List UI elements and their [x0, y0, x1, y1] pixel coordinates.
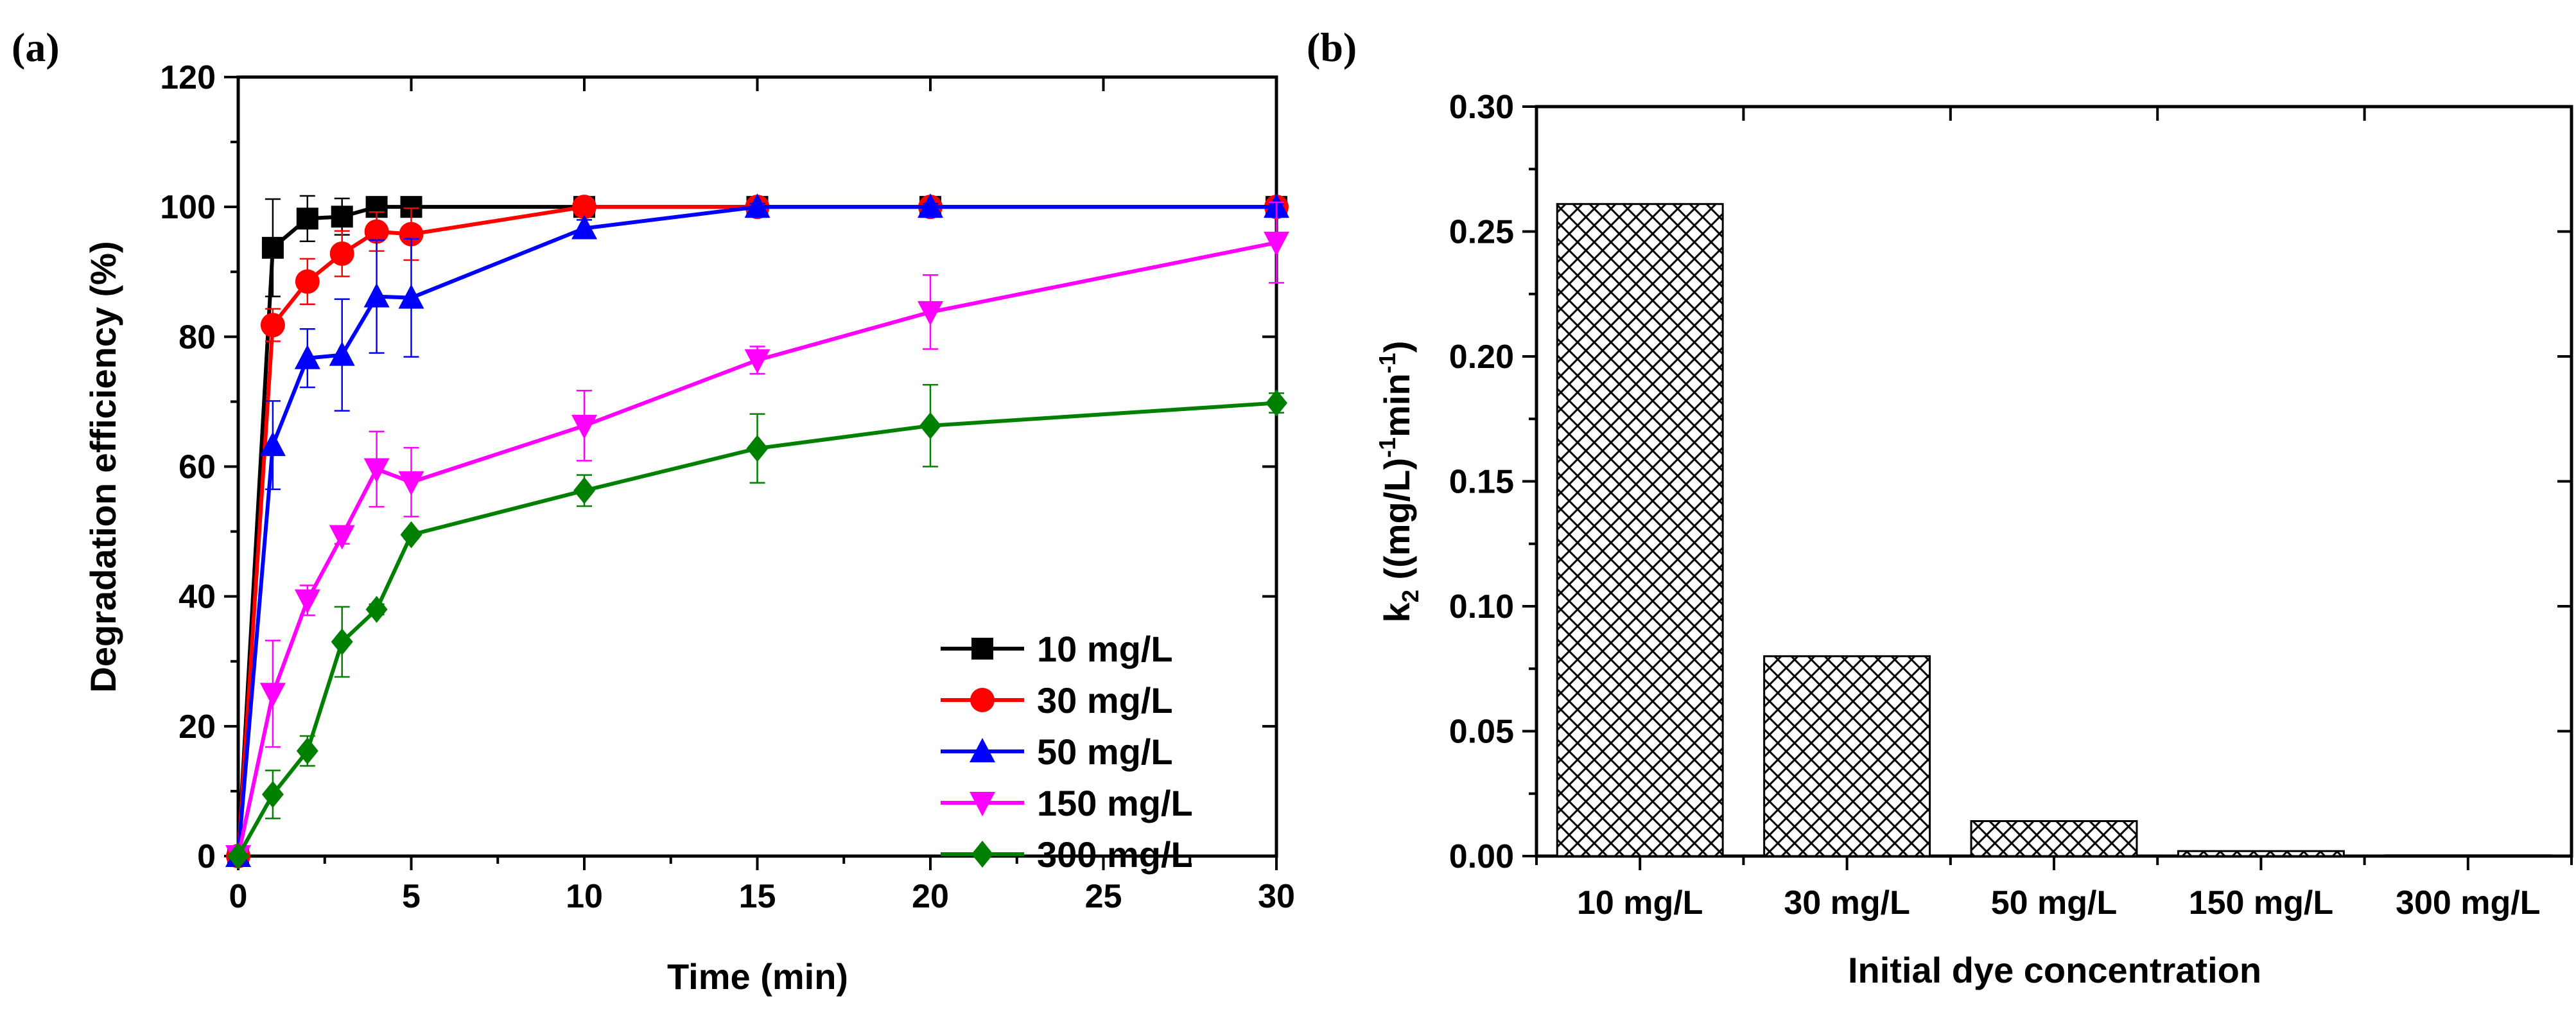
x-tick-label: 20	[912, 878, 949, 915]
y-tick-label: 0	[197, 838, 216, 875]
y-tick-label: 0.25	[1449, 214, 1514, 251]
legend-marker	[971, 638, 993, 660]
data-point	[1264, 231, 1289, 256]
bar	[2384, 854, 2552, 857]
legend-marker	[970, 792, 995, 816]
data-point	[571, 414, 597, 439]
panel-label-b: (b)	[1307, 24, 1357, 70]
y-tick-label: 0.05	[1449, 714, 1514, 751]
y-tick-label: 80	[178, 319, 216, 356]
series-2	[225, 193, 1289, 867]
data-point	[399, 222, 424, 247]
data-point	[919, 412, 941, 439]
series-line	[236, 401, 1277, 857]
y-tick-label: 120	[160, 59, 216, 96]
x-tick-label: 15	[739, 878, 776, 915]
data-point	[400, 521, 422, 548]
x-tick-label: 300 mg/L	[2396, 884, 2540, 922]
chart-a-xlabel: Time (min)	[667, 956, 848, 997]
data-point	[295, 269, 320, 294]
data-point	[398, 284, 424, 309]
x-tick-label: 5	[402, 878, 421, 915]
y-tick-label: 0.00	[1449, 838, 1514, 875]
data-point	[294, 344, 320, 369]
series-3	[225, 201, 1289, 870]
data-point	[571, 215, 597, 240]
bar	[1763, 655, 1931, 857]
series-4	[227, 383, 1287, 870]
data-point	[259, 432, 286, 457]
data-point	[1266, 389, 1287, 417]
legend-label: 300 mg/L	[1037, 834, 1193, 875]
data-point	[918, 301, 943, 326]
data-point	[329, 525, 355, 550]
data-point	[261, 780, 284, 808]
data-point	[294, 589, 320, 614]
y-tick-label: 0.20	[1449, 338, 1514, 376]
data-point	[261, 236, 284, 259]
y-tick-label: 0.30	[1449, 89, 1514, 126]
legend-marker	[970, 688, 995, 712]
data-point	[746, 435, 769, 462]
data-point	[572, 195, 596, 220]
data-point	[227, 843, 249, 870]
y-tick-label: 0.15	[1449, 464, 1514, 501]
legend-label: 30 mg/L	[1037, 680, 1173, 721]
x-tick-label: 10	[566, 878, 603, 915]
y-tick-label: 20	[178, 708, 216, 746]
data-point	[329, 341, 355, 366]
data-point	[260, 313, 285, 338]
legend-marker	[971, 841, 993, 868]
data-point	[364, 219, 389, 244]
chart-b: 0.00 0.05 0.10 0.15 0.20 0.25 0.30 10 mg/L 30 mg…	[1449, 89, 2573, 922]
x-tick-label: 30 mg/L	[1784, 884, 1910, 922]
chart-b-ylabel: k2 ((mg/L)-1min-1)	[1374, 341, 1423, 623]
y-tick-label: 0.10	[1449, 588, 1514, 626]
x-tick-label: 0	[229, 878, 248, 915]
data-point	[296, 207, 318, 230]
chart-a: 0 5 10 15 20 25 30 0 20 40 60 80 100 120 10 mg/L 30 mg/…	[160, 59, 1295, 915]
y-tick-label: 40	[178, 579, 216, 616]
data-point	[363, 458, 390, 483]
series-line	[236, 240, 1277, 857]
data-point	[744, 193, 770, 218]
chart-a-ylabel: Degradation efficiency (%)	[83, 241, 123, 692]
data-point	[398, 471, 424, 496]
x-tick-label: 10 mg/L	[1577, 884, 1703, 922]
data-point	[363, 283, 390, 308]
x-tick-label: 50 mg/L	[1991, 884, 2118, 922]
chart-b-xlabel: Initial dye concentration	[1848, 950, 2261, 990]
x-tick-label: 150 mg/L	[2189, 884, 2333, 922]
data-point	[259, 683, 286, 708]
data-point	[365, 595, 388, 623]
data-point	[331, 628, 353, 656]
y-tick-label: 60	[178, 449, 216, 486]
data-point	[918, 193, 943, 218]
x-tick-label: 30	[1258, 878, 1295, 915]
data-point	[331, 206, 353, 228]
legend-label: 10 mg/L	[1037, 629, 1173, 669]
y-tick-label: 100	[160, 189, 216, 226]
bar	[2177, 850, 2345, 857]
legend-label: 150 mg/L	[1037, 783, 1193, 823]
x-tick-label: 25	[1085, 878, 1122, 915]
legend-marker	[970, 738, 995, 762]
bar	[1556, 203, 1724, 857]
data-point	[296, 737, 318, 765]
data-point	[329, 241, 354, 266]
legend-label: 50 mg/L	[1037, 731, 1173, 772]
panel-label-a: (a)	[12, 24, 60, 70]
bar	[1970, 820, 2138, 857]
series-line	[236, 205, 1276, 857]
data-point	[744, 349, 770, 374]
data-point	[573, 477, 595, 504]
